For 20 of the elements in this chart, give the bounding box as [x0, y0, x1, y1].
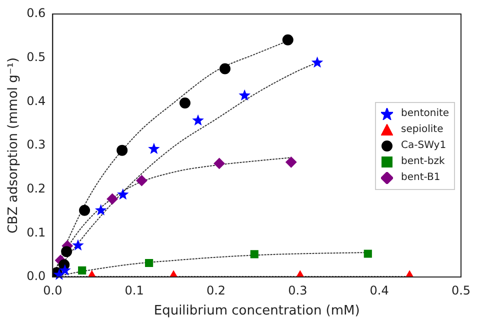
y-tick-label: 0.5 — [26, 50, 46, 64]
x-tick-label: 0.4 — [370, 283, 389, 298]
legend-label: bent-B1 — [401, 172, 440, 183]
y-tick-label: 0.4 — [26, 94, 46, 108]
legend-label: sepiolite — [401, 124, 444, 135]
y-tick-label: 0.0 — [26, 269, 46, 284]
legend-label: Ca-SWy1 — [401, 140, 446, 151]
legend-label: bent-bzk — [401, 156, 445, 167]
legend-label: bentonite — [401, 108, 450, 119]
y-tick-label: 0.6 — [26, 6, 46, 20]
y-tick-label: 0.1 — [26, 225, 46, 240]
x-tick-label: 0.5 — [451, 283, 471, 298]
x-axis-title: Equilibrium concentration (mM) — [154, 304, 360, 319]
x-tick-label: 0.0 — [43, 283, 62, 298]
x-tick-label: 0.2 — [206, 283, 226, 298]
y-axis-title: CBZ adsorption (mmol g⁻¹) — [6, 57, 22, 234]
y-tick-label: 0.2 — [26, 181, 46, 196]
x-tick-label: 0.3 — [288, 283, 308, 298]
x-tick-label: 0.1 — [124, 283, 144, 298]
y-tick-label: 0.3 — [26, 138, 46, 152]
